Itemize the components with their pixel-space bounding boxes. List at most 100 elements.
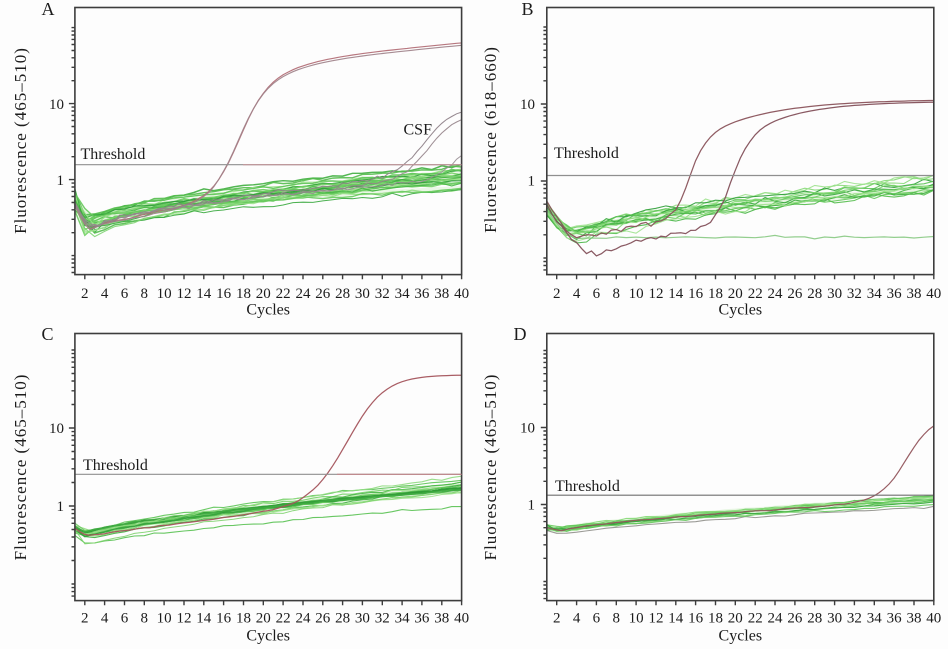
- svg-text:12: 12: [649, 286, 664, 302]
- svg-text:2: 2: [553, 286, 561, 302]
- svg-text:38: 38: [434, 611, 449, 627]
- svg-text:10: 10: [520, 97, 535, 113]
- svg-text:30: 30: [827, 286, 842, 302]
- svg-text:20: 20: [256, 286, 271, 302]
- svg-text:10: 10: [629, 286, 644, 302]
- svg-text:Cycles: Cycles: [246, 628, 290, 645]
- svg-text:30: 30: [827, 611, 842, 627]
- svg-text:D: D: [514, 324, 527, 344]
- svg-text:24: 24: [296, 611, 312, 627]
- svg-text:10: 10: [157, 611, 172, 627]
- svg-text:10: 10: [157, 286, 172, 302]
- svg-text:38: 38: [434, 286, 449, 302]
- svg-text:12: 12: [177, 611, 192, 627]
- svg-text:28: 28: [807, 611, 822, 627]
- svg-text:12: 12: [177, 286, 192, 302]
- svg-text:22: 22: [276, 611, 291, 627]
- svg-text:Cycles: Cycles: [719, 628, 763, 645]
- svg-text:28: 28: [335, 611, 350, 627]
- svg-text:22: 22: [276, 286, 291, 302]
- svg-text:16: 16: [688, 286, 704, 302]
- svg-text:30: 30: [355, 286, 370, 302]
- svg-text:C: C: [41, 324, 53, 344]
- svg-text:40: 40: [926, 286, 941, 302]
- svg-text:16: 16: [216, 611, 232, 627]
- svg-text:CSF: CSF: [404, 122, 433, 139]
- svg-text:32: 32: [375, 286, 390, 302]
- svg-text:34: 34: [867, 286, 883, 302]
- svg-text:22: 22: [748, 286, 763, 302]
- svg-text:8: 8: [613, 286, 621, 302]
- svg-text:Fluorescence (465–510): Fluorescence (465–510): [481, 374, 500, 561]
- svg-text:1: 1: [57, 499, 65, 515]
- svg-text:Cycles: Cycles: [246, 302, 290, 319]
- svg-text:Fluorescence (465–510): Fluorescence (465–510): [11, 47, 30, 234]
- svg-text:32: 32: [847, 286, 862, 302]
- svg-text:40: 40: [454, 286, 469, 302]
- svg-text:24: 24: [768, 286, 784, 302]
- svg-text:14: 14: [196, 286, 212, 302]
- svg-text:20: 20: [728, 286, 743, 302]
- svg-text:28: 28: [807, 286, 822, 302]
- svg-text:8: 8: [141, 286, 149, 302]
- svg-text:1: 1: [57, 173, 65, 189]
- svg-text:18: 18: [708, 286, 723, 302]
- svg-text:22: 22: [748, 611, 763, 627]
- svg-text:38: 38: [907, 286, 922, 302]
- svg-text:30: 30: [355, 611, 370, 627]
- svg-text:Threshold: Threshold: [555, 478, 620, 495]
- svg-text:34: 34: [867, 611, 883, 627]
- svg-text:8: 8: [613, 611, 621, 627]
- svg-text:6: 6: [593, 611, 601, 627]
- svg-text:20: 20: [728, 611, 743, 627]
- svg-text:8: 8: [141, 611, 149, 627]
- svg-text:36: 36: [887, 286, 903, 302]
- svg-text:2: 2: [81, 611, 89, 627]
- svg-text:Fluorescence (465–510): Fluorescence (465–510): [11, 374, 30, 561]
- svg-text:24: 24: [296, 286, 312, 302]
- svg-text:26: 26: [787, 611, 803, 627]
- svg-text:Threshold: Threshold: [554, 145, 619, 162]
- svg-text:4: 4: [573, 286, 581, 302]
- svg-text:4: 4: [101, 611, 109, 627]
- svg-text:14: 14: [196, 611, 212, 627]
- svg-text:10: 10: [629, 611, 644, 627]
- svg-text:32: 32: [847, 611, 862, 627]
- svg-text:16: 16: [216, 286, 232, 302]
- svg-text:B: B: [521, 0, 533, 19]
- svg-text:28: 28: [335, 286, 350, 302]
- svg-text:32: 32: [375, 611, 390, 627]
- svg-text:12: 12: [649, 611, 664, 627]
- svg-text:4: 4: [101, 286, 109, 302]
- svg-text:36: 36: [414, 286, 430, 302]
- svg-text:14: 14: [668, 286, 684, 302]
- svg-text:10: 10: [520, 421, 535, 437]
- svg-text:20: 20: [256, 611, 271, 627]
- svg-text:6: 6: [121, 611, 129, 627]
- svg-text:2: 2: [81, 286, 89, 302]
- svg-text:18: 18: [236, 611, 251, 627]
- svg-text:1: 1: [528, 174, 536, 190]
- svg-text:36: 36: [414, 611, 430, 627]
- svg-text:26: 26: [787, 286, 803, 302]
- svg-text:10: 10: [49, 421, 64, 437]
- svg-text:A: A: [42, 0, 55, 19]
- svg-text:16: 16: [688, 611, 704, 627]
- svg-text:10: 10: [49, 97, 64, 113]
- svg-text:40: 40: [926, 611, 941, 627]
- svg-text:40: 40: [454, 611, 469, 627]
- svg-text:26: 26: [315, 286, 331, 302]
- svg-text:38: 38: [907, 611, 922, 627]
- svg-text:18: 18: [708, 611, 723, 627]
- svg-text:1: 1: [528, 498, 536, 514]
- svg-text:6: 6: [121, 286, 129, 302]
- svg-text:34: 34: [395, 611, 411, 627]
- svg-text:34: 34: [395, 286, 411, 302]
- svg-text:Threshold: Threshold: [81, 146, 146, 163]
- svg-text:6: 6: [593, 286, 601, 302]
- svg-text:18: 18: [236, 286, 251, 302]
- svg-text:14: 14: [668, 611, 684, 627]
- svg-text:2: 2: [553, 611, 561, 627]
- svg-text:4: 4: [573, 611, 581, 627]
- svg-text:26: 26: [315, 611, 331, 627]
